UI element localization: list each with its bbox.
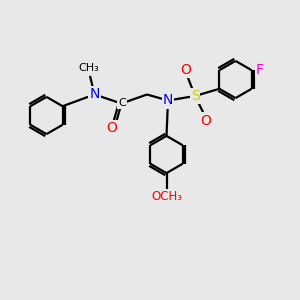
Text: F: F — [256, 63, 264, 77]
Text: S: S — [190, 89, 200, 103]
Text: O: O — [106, 121, 117, 135]
Text: CH₃: CH₃ — [78, 63, 99, 74]
Text: OCH₃: OCH₃ — [151, 190, 182, 203]
Text: O: O — [200, 114, 211, 128]
Text: N: N — [89, 88, 100, 101]
Text: N: N — [163, 94, 173, 107]
Text: C: C — [118, 98, 126, 108]
Text: O: O — [181, 63, 191, 77]
